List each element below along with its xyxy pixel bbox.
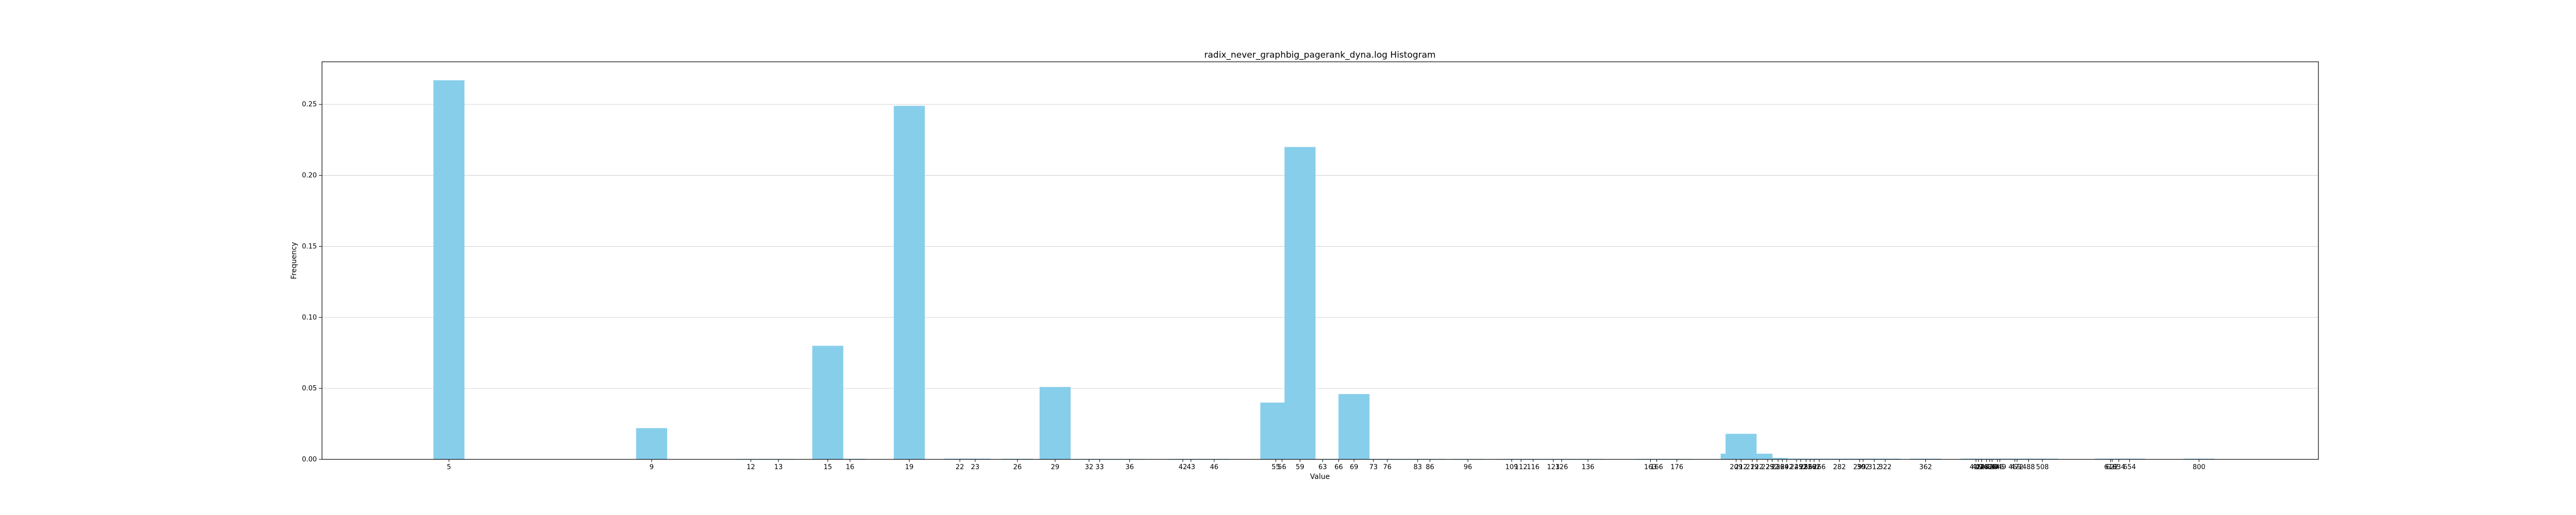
bar-59 — [1284, 147, 1316, 459]
x-tick-label: 312 — [1868, 464, 1881, 471]
x-tick-label: 22 — [956, 464, 964, 471]
x-tick-label: 622 — [2106, 464, 2119, 471]
x-tick-label: 800 — [2193, 464, 2206, 471]
x-tick-label: 212 — [1735, 464, 1748, 471]
x-axis-label: Value — [1310, 473, 1330, 481]
bar-19 — [893, 106, 925, 459]
x-tick-label: 63 — [1318, 464, 1327, 471]
x-tick-label: 242 — [1781, 464, 1793, 471]
x-tick-label: 5 — [447, 464, 451, 471]
x-tick-label: 176 — [1670, 464, 1683, 471]
x-tick-label: 432 — [1980, 464, 1993, 471]
x-tick-label: 232 — [1766, 464, 1778, 471]
x-tick-label: 302 — [1857, 464, 1870, 471]
x-tick-label: 83 — [1413, 464, 1422, 471]
x-tick-label: 222 — [1751, 464, 1764, 471]
x-tick-label: 116 — [1527, 464, 1539, 471]
bar-222 — [1741, 453, 1773, 459]
y-tick-label: 0.25 — [302, 101, 317, 109]
y-axis-label: Frequency — [290, 242, 298, 279]
x-tick-label: 446 — [1991, 464, 2004, 471]
x-tick-label: 12 — [747, 464, 755, 471]
x-tick-label: 112 — [1515, 464, 1528, 471]
x-tick-label: 236 — [1772, 464, 1785, 471]
x-tick-label: 469 — [2008, 464, 2021, 471]
x-tick-label: 123 — [1547, 464, 1560, 471]
x-tick-label: 166 — [1650, 464, 1663, 471]
x-tick-label: 436 — [1984, 464, 1996, 471]
x-tick-label: 229 — [1761, 464, 1774, 471]
plot-frame — [321, 61, 2319, 460]
x-tick-label: 299 — [1853, 464, 1866, 471]
x-tick-label: 619 — [2104, 464, 2117, 471]
x-tick-label: 56 — [1278, 464, 1286, 471]
x-tick-label: 508 — [2036, 464, 2049, 471]
bar-5 — [433, 80, 465, 460]
x-tick-label: 439 — [1986, 464, 1998, 471]
x-tick-label: 634 — [2112, 464, 2125, 471]
x-tick-label: 252 — [1794, 464, 1807, 471]
x-tick-label: 9 — [650, 464, 654, 471]
x-tick-label: 422 — [1972, 464, 1985, 471]
x-tick-label: 209 — [1730, 464, 1742, 471]
x-tick-label: 36 — [1125, 464, 1134, 471]
x-tick-label: 66 — [1334, 464, 1343, 471]
y-tick-label: 0.10 — [302, 314, 317, 321]
x-tick-label: 266 — [1813, 464, 1826, 471]
x-tick-label: 282 — [1833, 464, 1846, 471]
x-tick-label: 46 — [1210, 464, 1218, 471]
x-tick-label: 472 — [2011, 464, 2024, 471]
x-tick-label: 32 — [1085, 464, 1094, 471]
x-tick-label: 419 — [1970, 464, 1982, 471]
x-tick-label: 262 — [1808, 464, 1821, 471]
bar-29 — [1039, 387, 1071, 459]
x-tick-label: 219 — [1746, 464, 1759, 471]
x-tick-label: 15 — [823, 464, 832, 471]
x-tick-label: 69 — [1350, 464, 1359, 471]
x-tick-label: 33 — [1095, 464, 1104, 471]
x-tick-label: 23 — [971, 464, 980, 471]
x-tick-label: 136 — [1582, 464, 1595, 471]
y-tick-label: 0.15 — [302, 243, 317, 250]
bar-9 — [636, 428, 667, 459]
x-tick-label: 96 — [1464, 464, 1472, 471]
bar-15 — [812, 346, 843, 459]
x-tick-label: 42 — [1179, 464, 1188, 471]
x-tick-label: 259 — [1804, 464, 1817, 471]
x-tick-label: 73 — [1369, 464, 1378, 471]
y-axis-ticks: 0.00 0.05 0.10 0.15 0.20 0.25 — [302, 101, 322, 464]
y-tick-label: 0.20 — [302, 172, 317, 180]
bar-69 — [1338, 394, 1370, 459]
x-tick-label: 86 — [1426, 464, 1434, 471]
x-tick-label: 29 — [1051, 464, 1060, 471]
x-tick-label: 163 — [1644, 464, 1657, 471]
x-tick-label: 239 — [1776, 464, 1789, 471]
x-tick-label: 55 — [1272, 464, 1280, 471]
x-tick-label: 249 — [1790, 464, 1803, 471]
x-tick-label: 126 — [1555, 464, 1568, 471]
x-tick-label: 76 — [1383, 464, 1392, 471]
x-tick-label: 449 — [1993, 464, 2006, 471]
x-tick-label: 256 — [1800, 464, 1812, 471]
x-tick-label: 362 — [1919, 464, 1932, 471]
x-tick-label: 488 — [2022, 464, 2035, 471]
x-tick-label: 16 — [846, 464, 855, 471]
x-tick-label: 109 — [1505, 464, 1518, 471]
x-tick-label: 26 — [1013, 464, 1022, 471]
x-tick-label: 322 — [1879, 464, 1892, 471]
x-tick-label: 19 — [905, 464, 914, 471]
x-tick-label: 426 — [1975, 464, 1988, 471]
x-tick-label: 654 — [2123, 464, 2136, 471]
chart-title: radix_never_graphbig_pagerank_dyna.log H… — [1204, 50, 1435, 60]
x-tick-label: 43 — [1187, 464, 1195, 471]
y-tick-label: 0.05 — [302, 385, 317, 392]
x-tick-label: 59 — [1296, 464, 1304, 471]
y-tick-label: 0.00 — [302, 456, 317, 464]
x-tick-label: 13 — [774, 464, 783, 471]
